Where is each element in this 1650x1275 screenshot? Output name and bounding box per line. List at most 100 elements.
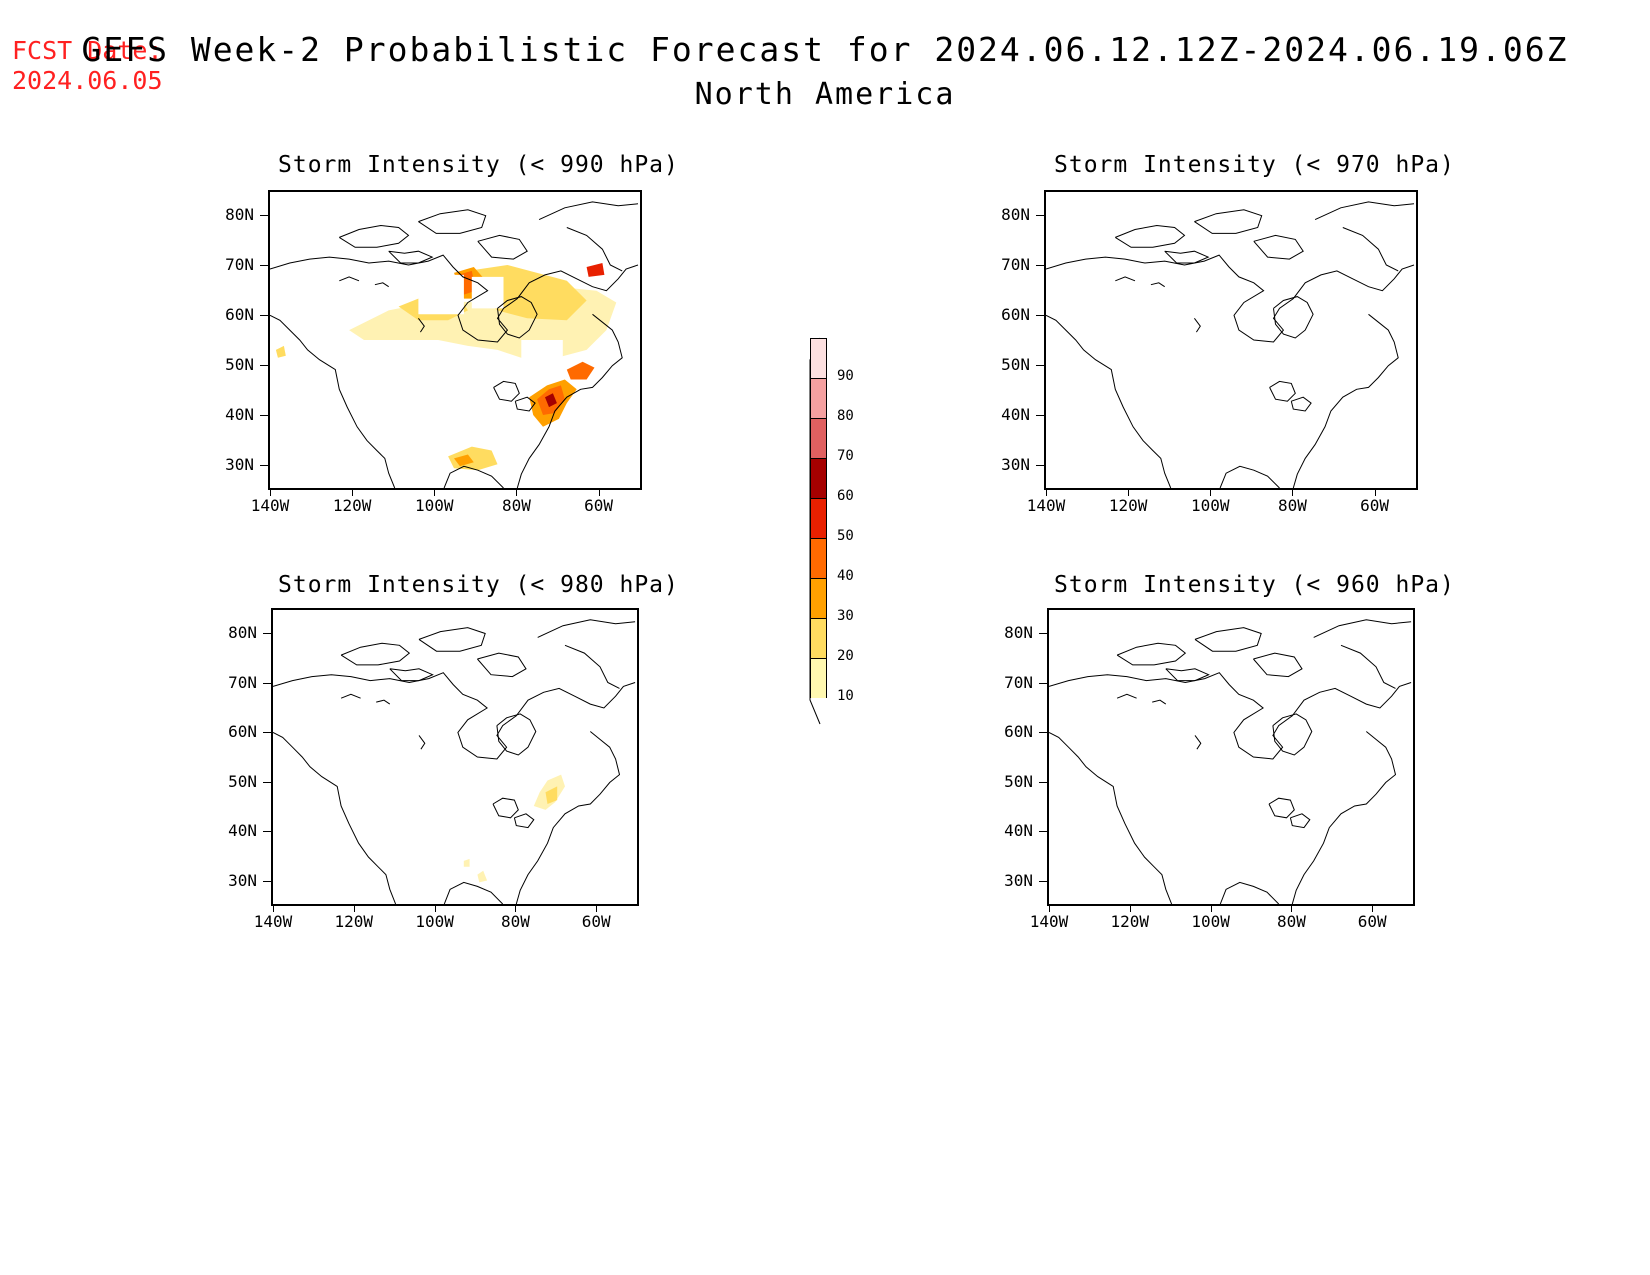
page-title: GEFS Week-2 Probabilistic Forecast for 2… (0, 30, 1650, 112)
coastline (497, 296, 538, 339)
coastline (1253, 234, 1304, 260)
latitude-tick (260, 365, 268, 366)
probability-shading (521, 340, 563, 380)
longitude-label: 100W (1191, 912, 1230, 931)
coastline (1268, 797, 1295, 819)
latitude-label: 40N (1004, 821, 1033, 841)
coastline (1291, 731, 1397, 904)
coastline (1292, 313, 1399, 488)
coastline (374, 282, 389, 288)
colorbar-swatch (810, 578, 827, 618)
coastline (339, 224, 410, 248)
latitude-tick (263, 781, 271, 783)
longitude-tick (1046, 490, 1047, 496)
latitude-tick (260, 415, 268, 416)
coastline (564, 644, 620, 689)
latitude-tick (260, 265, 268, 266)
longitude-tick (598, 490, 600, 496)
latitude-label: 80N (225, 205, 254, 224)
panel-title: Storm Intensity (< 960 hPa) (1054, 572, 1455, 598)
latitude-tick (263, 732, 271, 734)
coastline (514, 396, 536, 412)
longitude-label: 140W (1029, 912, 1069, 931)
latitude-tick (1036, 265, 1044, 266)
colorbar-swatch (810, 338, 827, 378)
latitude-label: 40N (228, 821, 257, 841)
latitude-tick (1039, 881, 1047, 882)
coastline (1046, 314, 1172, 488)
coastline (388, 250, 434, 264)
coastline (417, 318, 425, 333)
latitude-tick (263, 633, 271, 634)
latitude-tick (1039, 831, 1047, 833)
coastline (1290, 396, 1312, 412)
latitude-label: 60N (228, 722, 257, 742)
longitude-label: 100W (1191, 496, 1230, 515)
colorbar-label: 80 (837, 408, 854, 424)
coastline (477, 652, 527, 678)
latitude-label: 50N (228, 771, 257, 791)
latitude-tick (263, 881, 271, 882)
longitude-tick (1210, 906, 1212, 912)
coastline (1116, 693, 1137, 699)
longitude-label: 120W (1110, 912, 1150, 931)
latitude-label: 30N (1004, 871, 1033, 890)
longitude-label: 60W (1360, 496, 1389, 515)
longitude-tick (270, 490, 271, 496)
probability-shading (418, 274, 464, 315)
forecast-date-label: FCST Date: (12, 36, 163, 65)
coastline (516, 313, 623, 488)
colorbar-swatch (810, 658, 827, 698)
longitude-tick (273, 906, 274, 912)
probability-shading (545, 393, 557, 408)
coastline (1272, 713, 1313, 756)
probability-shading (586, 263, 605, 277)
latitude-label: 60N (1004, 722, 1033, 742)
coastline (1219, 881, 1280, 904)
longitude-label: 140W (250, 496, 290, 515)
latitude-label: 40N (225, 405, 254, 424)
latitude-tick (1039, 633, 1047, 634)
latitude-label: 30N (225, 455, 254, 474)
colorbar-swatch (810, 618, 827, 658)
coastline (443, 881, 504, 904)
map-panel (271, 608, 639, 906)
coastline (1165, 668, 1210, 682)
coastline (340, 693, 361, 699)
colorbar-label: 20 (837, 648, 854, 664)
probability-shading (477, 870, 488, 883)
coastline (418, 735, 426, 750)
latitude-label: 80N (228, 623, 257, 642)
colorbar-label: 40 (837, 568, 854, 584)
latitude-label: 70N (228, 672, 257, 692)
latitude-label: 30N (1001, 455, 1030, 474)
latitude-tick (1039, 682, 1047, 684)
coastline (1116, 642, 1187, 666)
coastline (1194, 209, 1263, 234)
probability-shading (545, 786, 558, 804)
coastline (515, 731, 621, 904)
latitude-tick (260, 465, 268, 466)
latitude-tick (1036, 415, 1044, 416)
coastline (443, 465, 504, 488)
coastline (1269, 380, 1296, 402)
colorbar-swatch (810, 458, 827, 498)
latitude-tick (1039, 781, 1047, 783)
colorbar-label: 90 (837, 368, 854, 384)
longitude-tick (1291, 906, 1293, 912)
colorbar-swatch (810, 498, 827, 538)
coastline (566, 227, 623, 272)
probability-shading (566, 361, 595, 380)
longitude-tick (1128, 490, 1130, 496)
coastline (1253, 652, 1303, 678)
coastline (1219, 465, 1280, 488)
coastline (1115, 276, 1136, 282)
longitude-label: 120W (1108, 496, 1148, 515)
longitude-label: 100W (415, 496, 454, 515)
longitude-tick (1210, 490, 1212, 496)
coastline (493, 380, 520, 402)
coastline (1193, 318, 1201, 333)
longitude-tick (1374, 490, 1376, 496)
longitude-tick (515, 906, 517, 912)
forecast-date: FCST Date: 2024.06.05 (12, 36, 163, 96)
